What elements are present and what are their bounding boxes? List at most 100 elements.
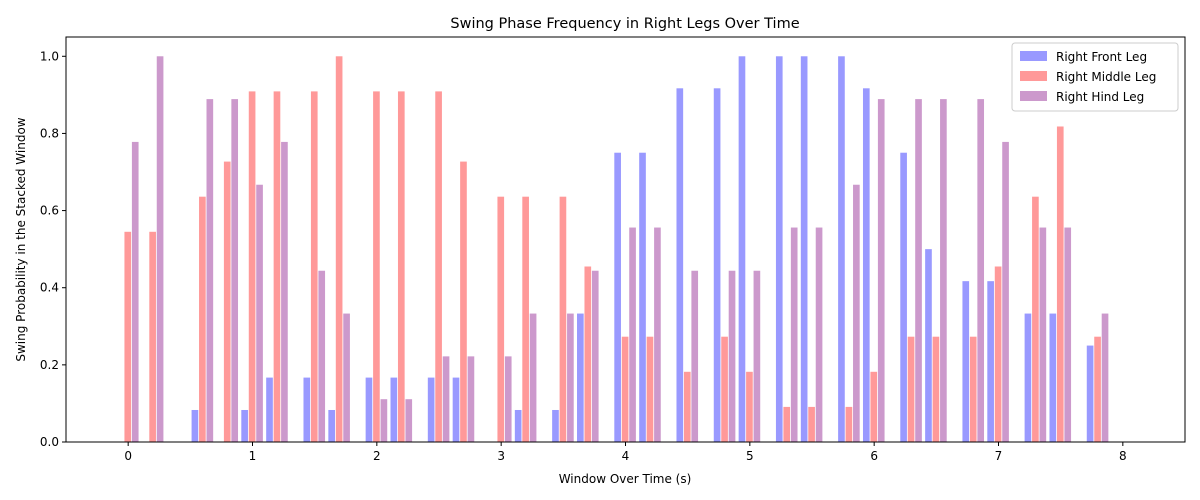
legend-label: Right Front Leg <box>1056 50 1147 64</box>
bar-right-front-leg <box>713 88 721 443</box>
bar-right-hind-leg <box>1064 227 1072 442</box>
bar-right-front-leg <box>987 281 994 442</box>
bar-right-middle-leg <box>1032 196 1039 442</box>
x-tick-label: 7 <box>995 449 1003 463</box>
bar-right-front-leg <box>552 409 559 442</box>
bar-right-front-leg <box>452 377 460 442</box>
bar-right-front-leg <box>191 409 199 442</box>
legend-frame <box>1011 42 1179 112</box>
bar-right-middle-leg <box>199 196 206 442</box>
bar-right-hind-leg <box>790 227 798 442</box>
bar-right-hind-leg <box>654 227 661 442</box>
bar-right-hind-leg <box>343 313 350 442</box>
bar-right-front-leg <box>738 56 746 442</box>
bar-right-hind-leg <box>1039 227 1047 442</box>
bar-right-front-leg <box>962 281 970 442</box>
bars-group <box>124 56 1109 443</box>
bar-right-hind-leg <box>728 270 736 442</box>
legend-swatch <box>1020 91 1047 101</box>
bar-right-front-leg <box>800 56 808 442</box>
bar-right-middle-leg <box>435 91 442 442</box>
bar-right-front-leg <box>676 88 684 443</box>
bar-right-front-leg <box>577 313 584 442</box>
x-tick-label: 0 <box>124 449 132 463</box>
bar-right-hind-leg <box>591 270 599 442</box>
x-tick-label: 4 <box>622 449 630 463</box>
bar-right-hind-leg <box>753 270 761 442</box>
x-tick-label: 2 <box>373 449 381 463</box>
bar-right-middle-leg <box>808 406 815 442</box>
y-tick-label: 1.0 <box>40 49 59 63</box>
bar-right-middle-leg <box>969 336 977 442</box>
bar-right-middle-leg <box>460 161 467 442</box>
bar-right-middle-leg <box>721 336 728 442</box>
bar-right-hind-leg <box>815 227 823 442</box>
bar-right-hind-leg <box>504 356 512 442</box>
x-axis-label: Window Over Time (s) <box>559 472 692 486</box>
x-tick-label: 5 <box>746 449 754 463</box>
bar-right-middle-leg <box>683 371 691 442</box>
legend-label: Right Hind Leg <box>1056 90 1144 104</box>
bar-right-middle-leg <box>1056 126 1064 443</box>
bar-right-hind-leg <box>1002 141 1009 442</box>
bar-right-front-leg <box>900 152 907 442</box>
bar-right-front-leg <box>838 56 845 442</box>
legend-swatch <box>1020 51 1047 61</box>
bar-right-hind-leg <box>1101 313 1109 442</box>
y-tick-label: 0.2 <box>40 358 59 372</box>
bar-right-front-leg <box>925 249 932 442</box>
bar-right-front-leg <box>1024 313 1032 442</box>
legend-label: Right Middle Leg <box>1056 70 1156 84</box>
bar-right-middle-leg <box>310 91 318 442</box>
bar-right-front-leg <box>328 409 335 442</box>
bar-right-middle-leg <box>783 406 791 442</box>
bar-right-hind-leg <box>853 184 860 443</box>
bar-right-front-leg <box>303 377 311 442</box>
bar-right-hind-leg <box>206 99 214 442</box>
x-axis: 0 1 2 3 4 5 6 7 8 <box>124 442 1127 463</box>
bar-right-hind-leg <box>977 99 985 442</box>
bar-right-middle-leg <box>522 196 529 442</box>
bar-right-hind-leg <box>281 141 288 442</box>
bar-right-front-leg <box>390 377 398 442</box>
x-tick-label: 3 <box>497 449 505 463</box>
bar-right-middle-leg <box>994 266 1002 442</box>
bar-right-hind-leg <box>380 399 388 442</box>
bar-right-middle-leg <box>248 91 256 442</box>
bar-right-middle-leg <box>621 336 629 442</box>
bar-right-front-leg <box>1086 345 1094 442</box>
bar-right-middle-leg <box>870 371 878 442</box>
x-tick-label: 6 <box>870 449 878 463</box>
chart-title: Swing Phase Frequency in Right Legs Over… <box>450 16 799 32</box>
bar-right-front-leg <box>365 377 373 442</box>
bar-right-middle-leg <box>1094 336 1101 442</box>
bar-right-front-leg <box>514 409 522 442</box>
bar-right-hind-leg <box>629 227 636 442</box>
bar-right-middle-leg <box>373 91 380 442</box>
bar-right-middle-leg <box>559 196 567 442</box>
bar-right-middle-leg <box>124 231 132 442</box>
y-tick-label: 0.0 <box>40 435 59 449</box>
x-tick-label: 8 <box>1119 449 1127 463</box>
y-axis: 0.0 0.2 0.4 0.6 0.8 1.0 <box>40 49 66 449</box>
bar-right-middle-leg <box>746 371 753 442</box>
bar-right-front-leg <box>639 152 646 442</box>
bar-right-hind-leg <box>405 399 413 442</box>
legend: Right Front Leg Right Middle Leg Right Hin… <box>1011 42 1179 112</box>
bar-right-middle-leg <box>646 336 654 442</box>
bar-right-front-leg <box>241 409 248 442</box>
bar-right-hind-leg <box>877 99 885 442</box>
bar-right-hind-leg <box>256 184 263 443</box>
bar-right-middle-leg <box>845 406 853 442</box>
bar-right-middle-leg <box>397 91 405 442</box>
legend-swatch <box>1020 71 1047 81</box>
bar-right-hind-leg <box>156 56 164 442</box>
y-axis-label: Swing Probability in the Stacked Window <box>14 117 28 361</box>
bar-right-hind-leg <box>131 141 139 442</box>
bar-right-hind-leg <box>467 356 475 442</box>
bar-right-middle-leg <box>907 336 915 442</box>
y-tick-label: 0.6 <box>40 204 59 218</box>
bar-right-middle-leg <box>335 56 343 442</box>
bar-right-hind-leg <box>915 99 922 442</box>
